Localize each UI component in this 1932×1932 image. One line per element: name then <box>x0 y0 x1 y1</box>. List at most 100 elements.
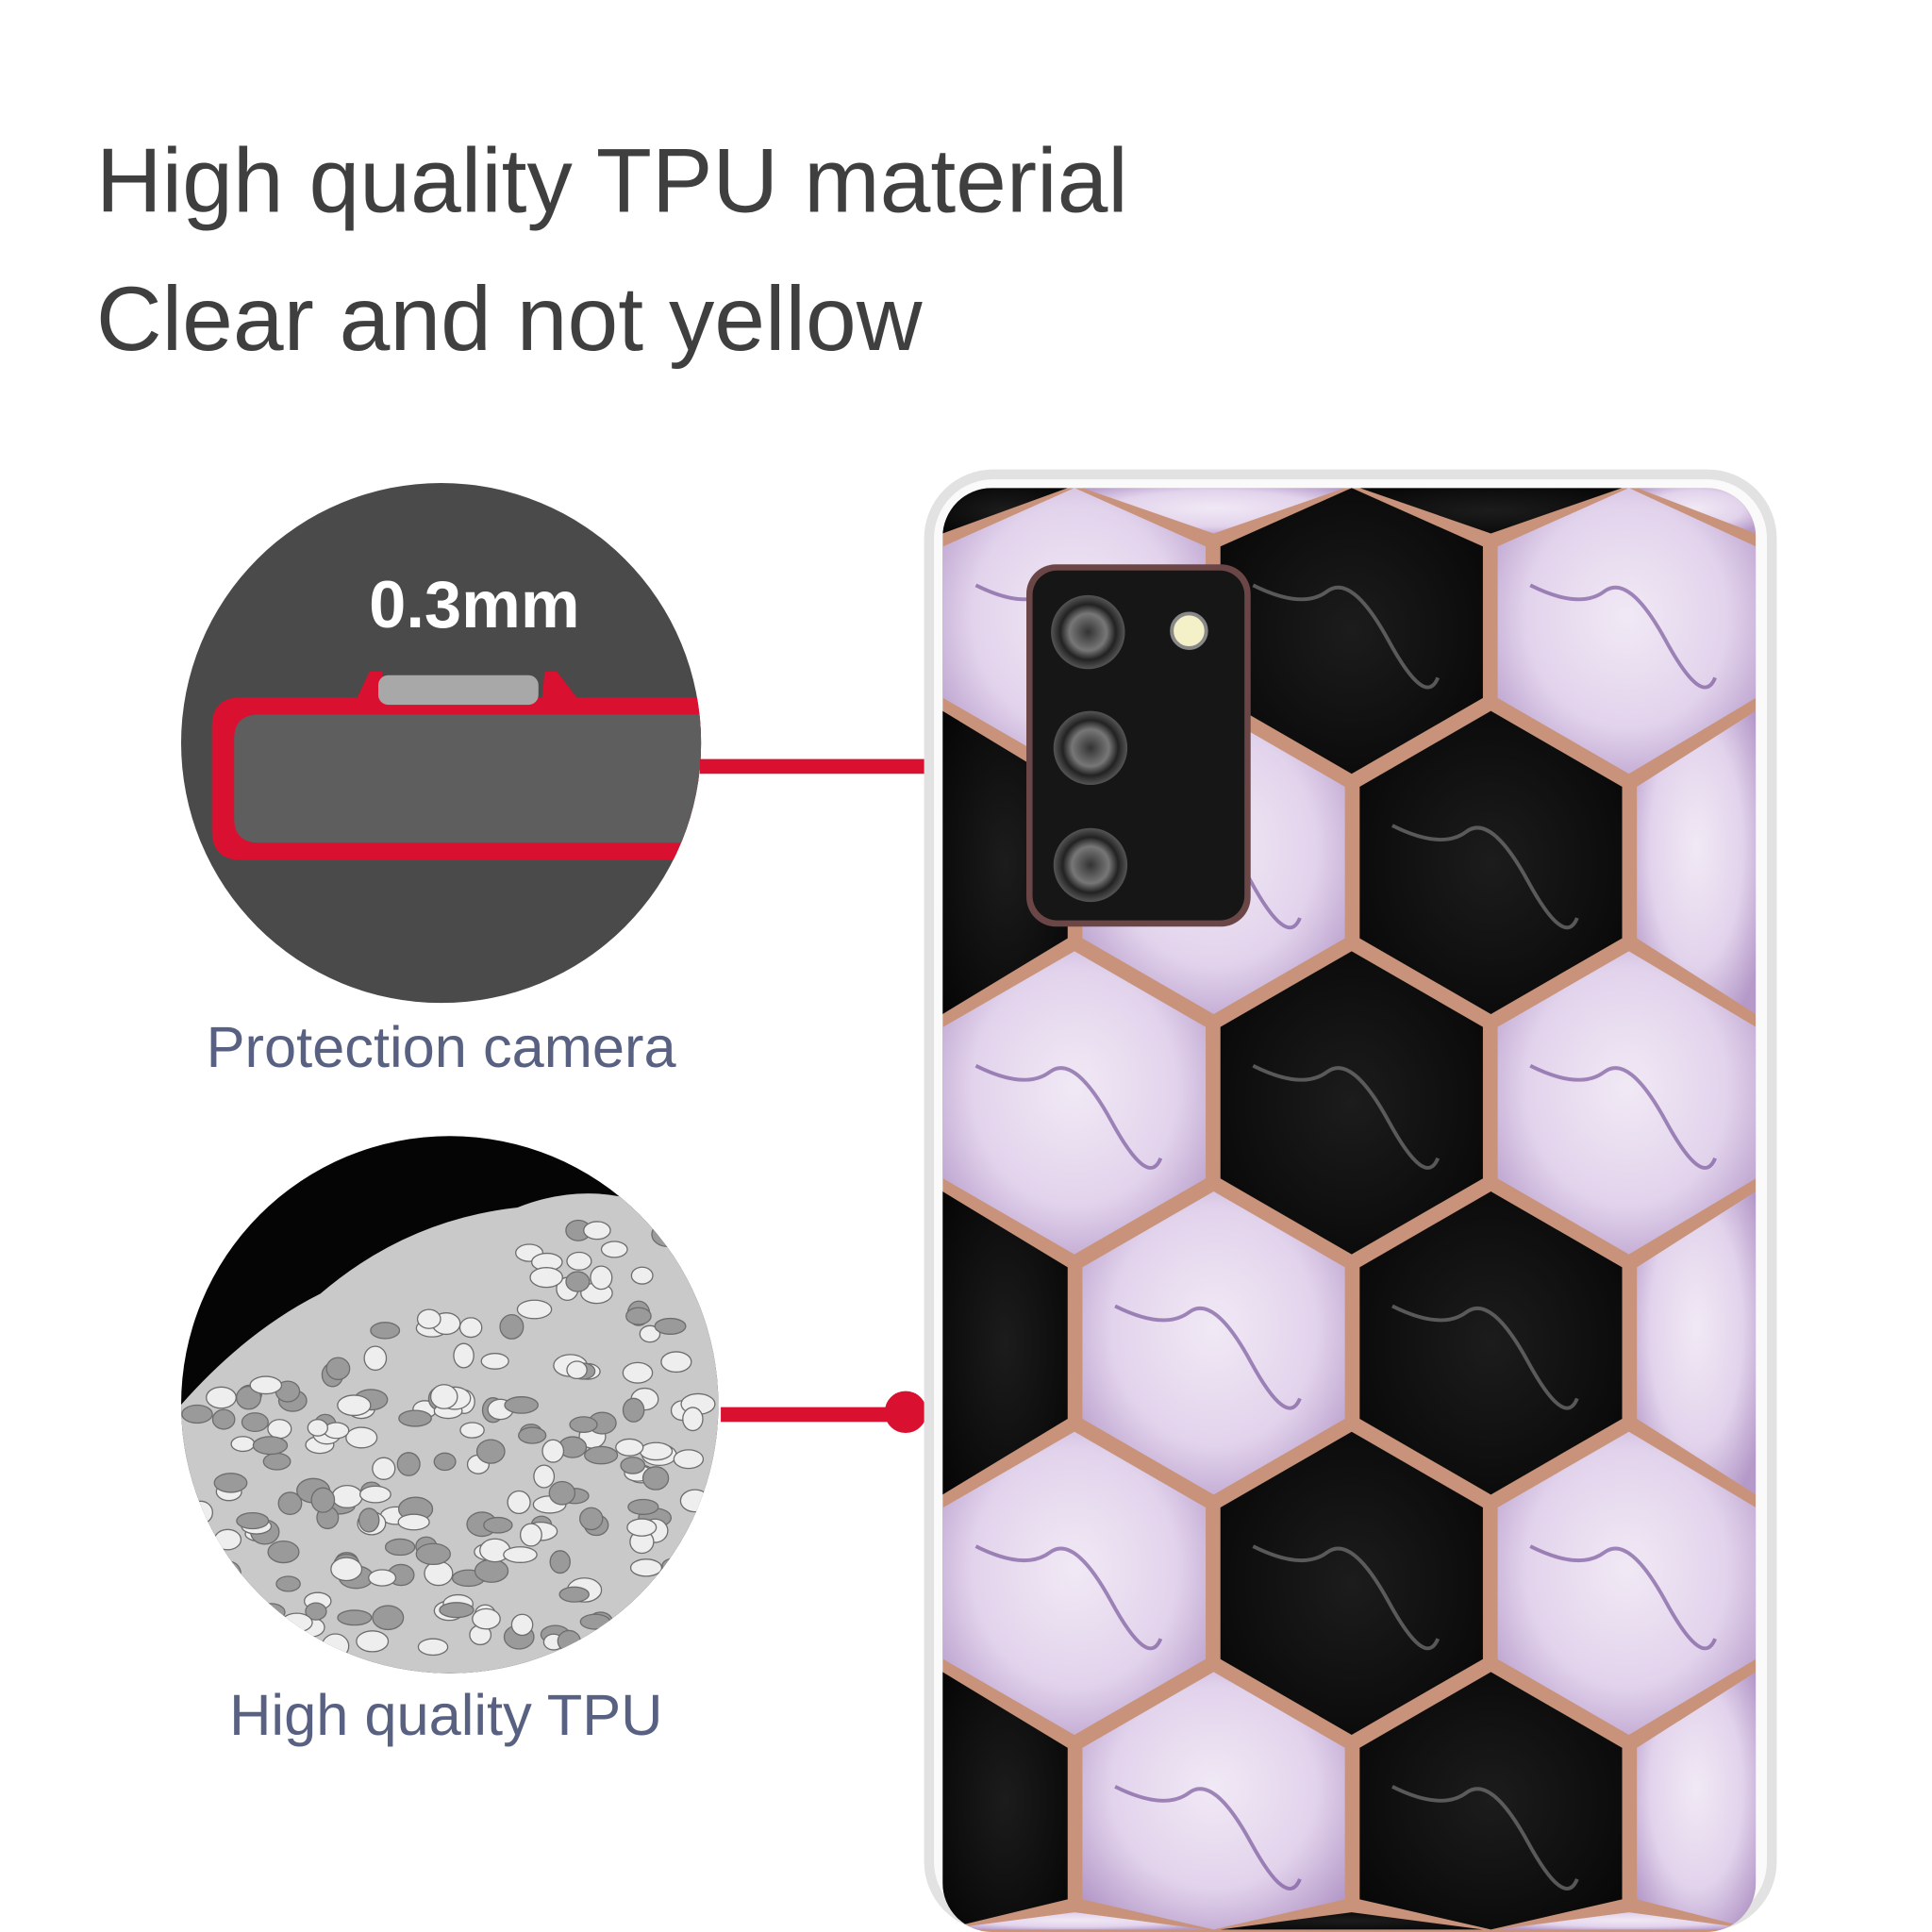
tpu-bead <box>651 1221 685 1248</box>
tpu-bead <box>439 1602 475 1619</box>
tpu-bead <box>480 1353 509 1370</box>
tpu-bead <box>678 1635 704 1653</box>
tpu-bead <box>579 1507 604 1531</box>
tpu-bead <box>641 1466 670 1491</box>
high-quality-tpu-label: High quality TPU <box>229 1683 662 1748</box>
tpu-bead <box>600 1241 628 1258</box>
tpu-bead <box>679 1489 710 1513</box>
tpu-bead <box>566 1251 592 1271</box>
tpu-bead <box>529 1267 564 1289</box>
camera-lens-icon <box>1053 827 1128 903</box>
protection-camera-label: Protection camera <box>207 1015 677 1080</box>
tpu-bead <box>368 1569 397 1587</box>
tpu-bead <box>472 1607 501 1630</box>
tpu-bead <box>397 1513 430 1531</box>
tpu-bead <box>267 1419 292 1440</box>
marble-vein <box>1529 1064 1717 1170</box>
marble-vein <box>1252 1064 1441 1170</box>
purple-marble-hexagon <box>1082 1191 1345 1495</box>
tpu-bead <box>639 1324 661 1343</box>
tpu-bead <box>510 1613 534 1637</box>
black-marble-hexagon <box>1359 1191 1623 1495</box>
tpu-bead <box>625 1307 652 1325</box>
tpu-bead <box>396 1452 421 1476</box>
pointer-dot <box>884 1391 927 1434</box>
black-marble-hexagon <box>1359 710 1623 1014</box>
tpu-bead <box>262 1452 291 1471</box>
tpu-bead <box>503 1546 538 1563</box>
tpu-bead <box>415 1542 451 1566</box>
headline-line-2: Clear and not yellow <box>96 269 924 370</box>
black-marble-hexagon <box>1220 488 1483 774</box>
tpu-bead <box>541 1439 565 1463</box>
tpu-bead <box>590 1265 613 1291</box>
tpu-bead <box>650 1621 674 1645</box>
black-marble-hexagon <box>1359 1672 1623 1930</box>
tpu-bead <box>660 1351 692 1374</box>
tpu-bead <box>661 1557 689 1574</box>
tpu-bead <box>356 1630 390 1653</box>
purple-marble-hexagon <box>1497 1431 1757 1736</box>
tpu-bead <box>622 1361 654 1384</box>
tpu-bead <box>659 1627 683 1649</box>
tpu-bead <box>337 1609 373 1626</box>
tpu-bead <box>267 1540 300 1564</box>
tpu-bead <box>345 1426 378 1449</box>
tpu-bead <box>241 1412 269 1433</box>
tpu-bead <box>398 1409 432 1427</box>
tpu-bead <box>673 1449 705 1470</box>
tpu-bead <box>358 1485 391 1504</box>
tpu-bead <box>310 1487 336 1513</box>
camera-module <box>1026 564 1251 927</box>
tpu-bead <box>548 1480 576 1506</box>
tpu-bead <box>691 1216 713 1236</box>
purple-marble-hexagon <box>942 1912 1207 1930</box>
tpu-bead <box>307 1419 328 1437</box>
tpu-bead <box>213 1528 242 1551</box>
black-marble-hexagon <box>942 1672 1068 1930</box>
marble-vein <box>1252 1544 1441 1651</box>
tpu-bead <box>682 1213 710 1240</box>
tpu-bead <box>230 1436 256 1453</box>
black-marble-hexagon <box>1220 951 1483 1255</box>
tpu-bead <box>579 1613 611 1630</box>
tpu-bead <box>474 1558 509 1583</box>
marble-vein <box>974 1064 1163 1170</box>
tpu-bead <box>639 1441 674 1461</box>
tpu-bead <box>504 1396 539 1414</box>
marble-vein <box>974 1544 1163 1651</box>
camera-lens-icon <box>1053 710 1128 785</box>
tpu-bead <box>654 1317 687 1335</box>
purple-marble-hexagon <box>1497 1912 1757 1930</box>
tpu-bead <box>458 1317 483 1339</box>
marble-vein <box>1114 1304 1302 1410</box>
tpu-bead <box>533 1464 556 1489</box>
purple-marble-hexagon <box>1637 1191 1757 1495</box>
tpu-bead <box>475 1439 506 1464</box>
tpu-bead <box>615 1438 644 1457</box>
tpu-bead <box>277 1491 303 1516</box>
tpu-bead <box>558 1586 590 1603</box>
tpu-bead <box>363 1345 388 1372</box>
tpu-bead <box>249 1375 283 1395</box>
tpu-bead <box>499 1314 525 1340</box>
tpu-bead <box>608 1621 636 1642</box>
black-marble-hexagon <box>1220 1431 1483 1736</box>
tpu-bead <box>216 1560 242 1587</box>
tpu-bead <box>682 1407 704 1432</box>
tpu-bead <box>213 1473 248 1493</box>
black-marble-hexagon <box>942 1191 1068 1495</box>
tpu-bead <box>622 1397 645 1423</box>
purple-marble-hexagon <box>1082 488 1345 534</box>
phone-case <box>924 469 1777 1932</box>
tpu-bead <box>583 1221 611 1241</box>
tpu-bead <box>417 1638 449 1657</box>
tpu-bead <box>453 1342 475 1369</box>
purple-marble-hexagon <box>942 951 1207 1255</box>
marble-vein <box>1252 583 1441 690</box>
tpu-bead <box>188 1500 213 1525</box>
tpu-bead <box>645 1586 679 1607</box>
tpu-bead <box>321 1633 350 1659</box>
tpu-bead <box>358 1507 380 1533</box>
